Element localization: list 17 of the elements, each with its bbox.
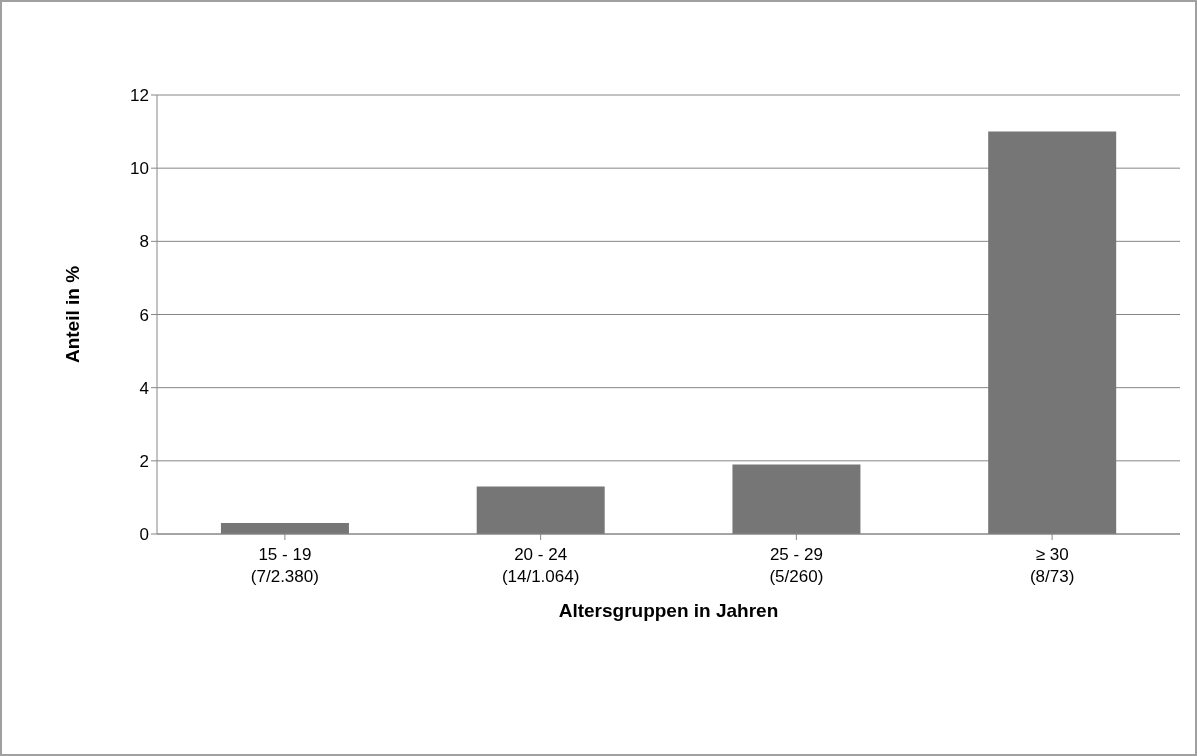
y-tick-label: 12	[130, 86, 149, 106]
x-axis-title: Altersgruppen in Jahren	[558, 600, 779, 622]
y-tick-label: 6	[139, 305, 149, 325]
x-tick-label: ≥ 30 (8/73)	[1029, 545, 1075, 586]
y-tick-label: 0	[139, 525, 149, 545]
y-tick-label: 4	[139, 378, 149, 398]
bar	[732, 464, 861, 534]
y-tick-label: 10	[130, 159, 149, 179]
y-axis-title: Anteil in %	[61, 265, 83, 364]
x-tick-label: 25 - 29 (5/260)	[769, 545, 824, 586]
bar	[220, 523, 349, 534]
bar	[988, 131, 1117, 534]
y-tick-label: 8	[139, 232, 149, 252]
y-tick-label: 2	[139, 451, 149, 471]
bar	[476, 486, 605, 534]
x-tick-label: 15 - 19 (7/2.380)	[250, 545, 319, 586]
x-tick-label: 20 - 24 (14/1.064)	[501, 545, 580, 586]
